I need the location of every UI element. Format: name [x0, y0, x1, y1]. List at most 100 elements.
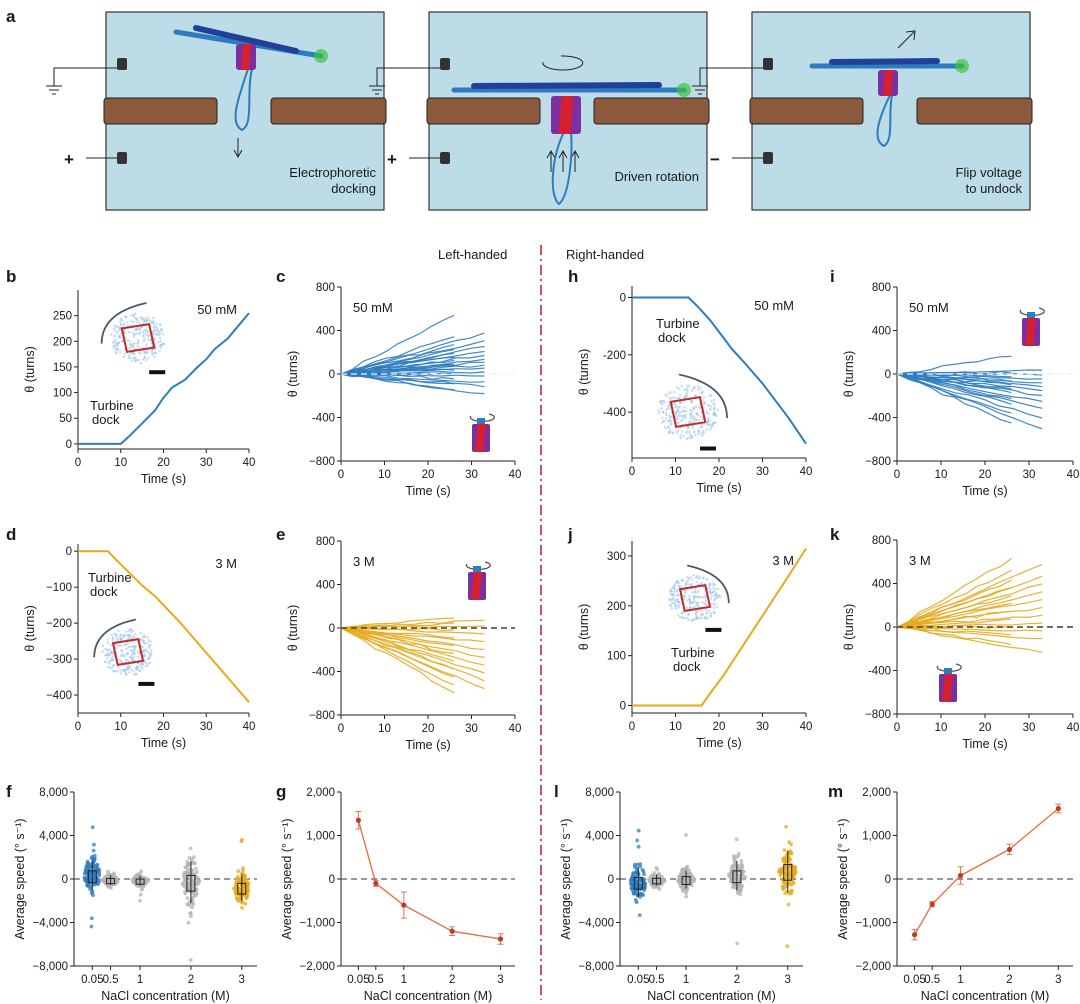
y-tick-label: −8,000: [33, 961, 69, 973]
position-point: [661, 416, 664, 419]
panel-label-e: e: [276, 525, 285, 544]
x-tick-label: 10: [935, 469, 948, 481]
icon-helix: [1025, 318, 1036, 346]
position-point: [704, 599, 707, 602]
schematic-caption: to undock: [966, 181, 1023, 196]
x-axis-label: Time (s): [405, 484, 450, 498]
position-point: [682, 409, 685, 412]
trace-line: [340, 627, 485, 674]
position-point: [709, 394, 712, 398]
position-point: [149, 654, 153, 657]
electrode-sign: +: [64, 150, 74, 169]
position-point: [142, 340, 145, 343]
fluorescent-tip: [314, 49, 328, 63]
position-point: [143, 636, 147, 639]
position-point: [121, 340, 124, 343]
position-point: [710, 594, 713, 598]
position-point: [110, 633, 114, 636]
position-point: [686, 599, 689, 602]
data-point: [649, 874, 654, 879]
data-point: [657, 871, 662, 876]
bottom-electrode: [440, 152, 450, 164]
position-point: [713, 583, 717, 586]
position-point: [149, 651, 152, 655]
position-point: [677, 613, 680, 617]
trace-line: [340, 365, 455, 375]
y-tick-label: 800: [316, 282, 335, 294]
position-point: [126, 651, 130, 655]
x-tick-label: 20: [422, 469, 435, 481]
position-point: [137, 341, 140, 344]
position-point: [118, 320, 122, 323]
position-point: [130, 359, 133, 362]
trace-line: [340, 619, 485, 629]
position-point: [673, 599, 677, 602]
position-point: [680, 616, 683, 619]
position-point: [103, 660, 107, 664]
position-point: [159, 323, 162, 326]
position-point: [668, 428, 671, 431]
position-point: [678, 584, 682, 587]
position-point: [676, 421, 680, 425]
position-point: [672, 598, 675, 601]
position-point: [684, 591, 687, 595]
position-point: [713, 421, 716, 424]
trace-line: [896, 558, 1012, 628]
data-point: [238, 899, 242, 904]
position-point: [127, 667, 130, 670]
position-point: [161, 329, 164, 332]
position-point: [688, 595, 691, 598]
position-point: [682, 595, 685, 598]
position-point: [147, 338, 150, 341]
position-point: [141, 645, 144, 649]
position-point: [701, 601, 704, 604]
box: [87, 870, 97, 884]
position-point: [686, 429, 689, 432]
position-point: [130, 352, 133, 355]
position-point: [122, 355, 126, 358]
position-point: [154, 348, 157, 351]
position-point: [708, 408, 712, 411]
y-tick-label: -400: [312, 413, 335, 425]
data-point: [735, 941, 740, 946]
icon-helix: [471, 572, 482, 600]
rotation-arrow: [936, 663, 962, 672]
position-point: [145, 318, 149, 322]
position-point: [122, 654, 126, 657]
data-point: [782, 848, 787, 852]
position-point: [130, 314, 133, 317]
x-tick-label: 0.05: [903, 974, 925, 986]
mean-point: [355, 817, 361, 823]
data-point: [636, 828, 641, 833]
position-point: [670, 588, 673, 591]
rotor-rod-upper: [471, 82, 662, 89]
position-point: [689, 606, 692, 609]
position-point: [696, 601, 699, 605]
icon-cap: [1027, 312, 1035, 318]
y-axis-label: Average speed (° s⁻¹): [280, 818, 294, 939]
position-point: [701, 432, 704, 435]
trace-line: [896, 618, 1012, 628]
position-point: [689, 412, 692, 416]
position-point: [115, 351, 118, 355]
position-point: [693, 591, 696, 594]
y-tick-label: −8,000: [579, 961, 615, 973]
position-point: [110, 333, 113, 336]
position-point: [708, 583, 712, 587]
position-point: [715, 414, 718, 418]
data-point: [115, 879, 120, 884]
position-point: [128, 671, 131, 674]
trace-line: [78, 312, 250, 445]
position-point: [706, 586, 710, 590]
position-point: [143, 356, 146, 360]
position-point: [694, 588, 697, 591]
position-point: [126, 642, 130, 645]
annotation-text: dock: [658, 330, 686, 345]
y-tick-label: 800: [872, 535, 891, 547]
position-point: [145, 662, 148, 665]
rotor-rod-upper: [829, 58, 940, 65]
trace-line: [896, 355, 1012, 375]
y-tick-label: 8,000: [585, 787, 614, 799]
schematic-caption: Driven rotation: [614, 169, 699, 184]
